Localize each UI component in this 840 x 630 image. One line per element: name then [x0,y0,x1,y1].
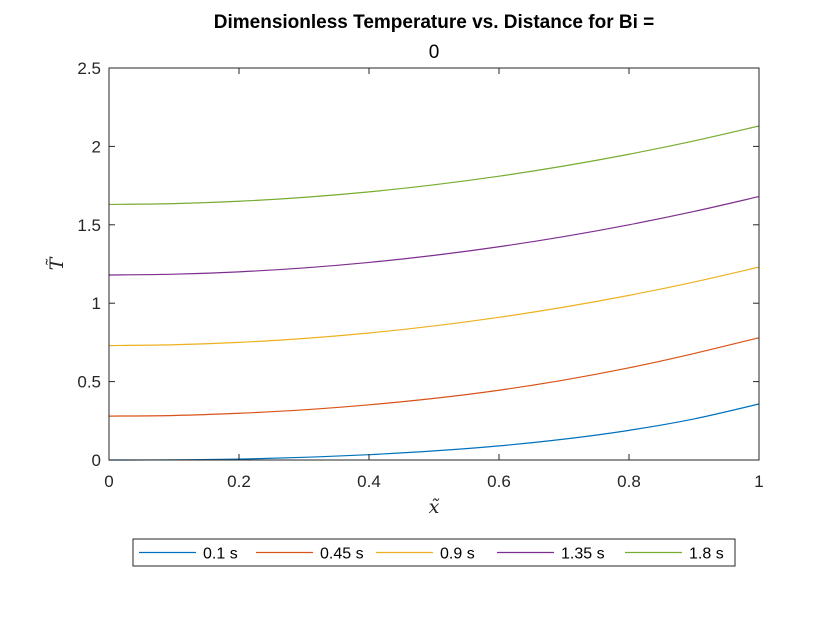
legend-label-1: 0.1 s [203,546,238,563]
x-tick-label: 0.4 [357,472,381,491]
x-tick-label: 1 [754,472,763,491]
legend-label-2: 0.45 s [320,546,364,563]
series-line-1 [108,403,760,461]
x-tick-label: 0 [104,472,113,491]
axes-box [108,67,760,461]
legend-label-4: 1.35 s [561,546,605,563]
x-tick-label: 0.2 [227,472,251,491]
y-tick-label: 1.5 [77,216,101,235]
series-line-2 [108,337,760,417]
x-axis-label: x̃ [429,496,440,518]
y-tick-label: 2 [92,137,101,156]
y-tick-label: 0.5 [77,373,101,392]
plot-background [109,68,759,460]
chart-title: Dimensionless Temperature vs. Distance f… [214,12,655,33]
y-tick-label: 2.5 [77,59,101,78]
series-line-3 [108,266,760,347]
x-tick-label: 0.6 [487,472,511,491]
series-line-4 [108,195,760,276]
x-tick-label: 0.8 [617,472,641,491]
legend-label-5: 1.8 s [689,546,724,563]
y-axis-label: T̃ [46,256,68,270]
legend-label-3: 0.9 s [440,546,475,563]
plot-area: 0 0.2 0.4 0.6 0.8 1 0 0.5 1 1.5 2 2.5 [77,59,763,491]
y-tick-label: 0 [92,451,101,470]
y-tick-label: 1 [92,294,101,313]
legend: 0.1 s 0.45 s 0.9 s 1.35 s 1.8 s [132,538,736,567]
series-line-5 [108,125,760,206]
chart-subtitle: 0 [429,42,440,63]
